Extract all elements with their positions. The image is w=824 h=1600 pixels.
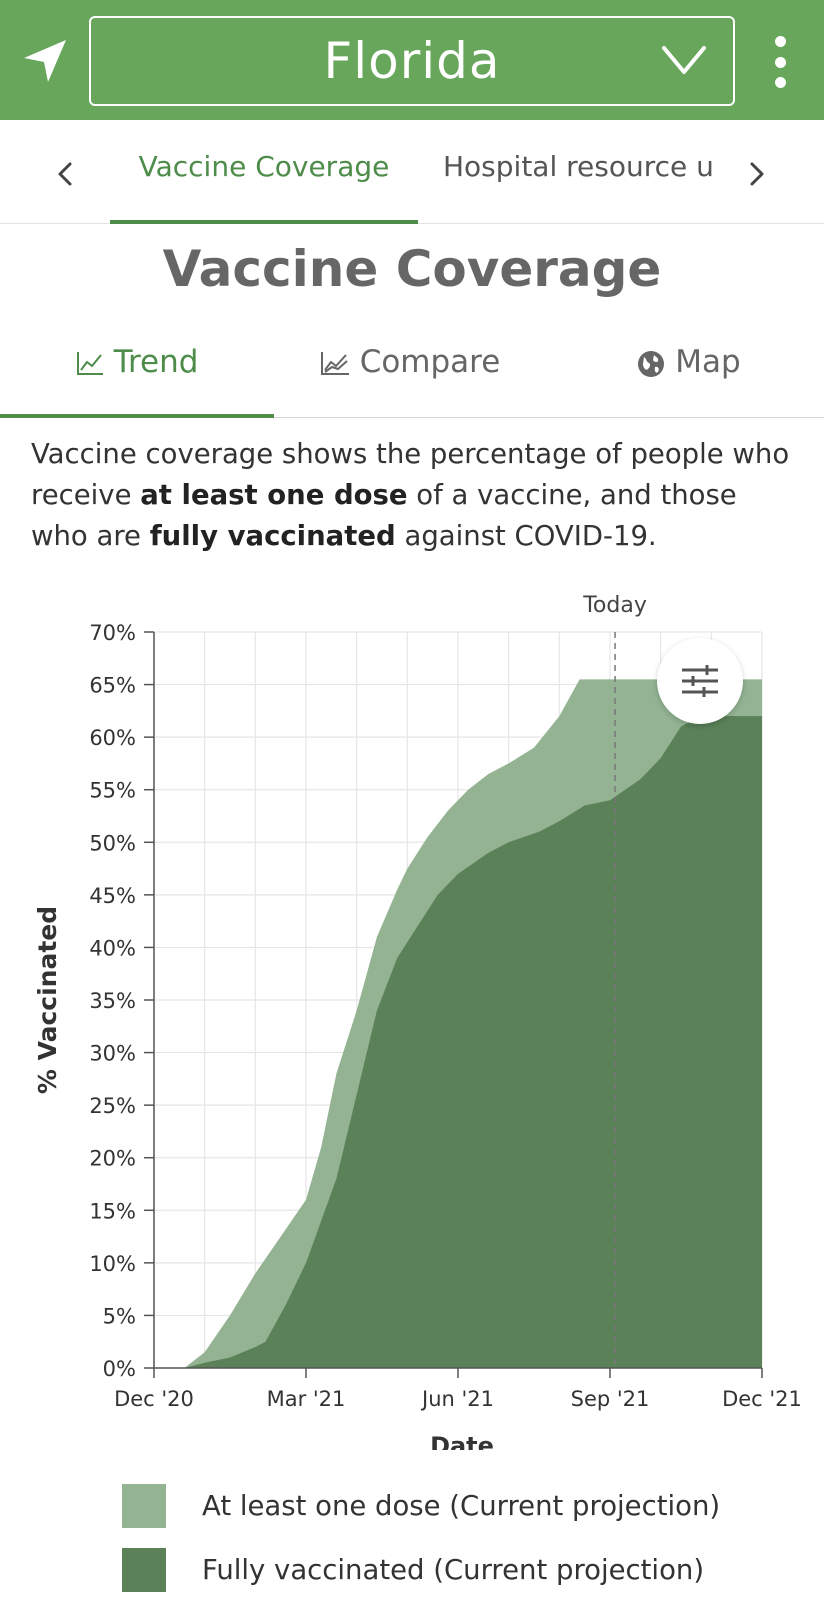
today-label: Today bbox=[582, 593, 647, 618]
state-name: Florida bbox=[323, 32, 501, 90]
globe-icon bbox=[638, 351, 665, 377]
chart-legend: At least one dose (Current projection) F… bbox=[122, 1476, 802, 1600]
y-tick-label: 35% bbox=[89, 989, 136, 1013]
legend-item-fully: Fully vaccinated (Current projection) bbox=[122, 1540, 802, 1600]
tab-map-label: Map bbox=[675, 344, 741, 380]
y-tick-label: 50% bbox=[89, 831, 136, 855]
state-dropdown[interactable]: Florida bbox=[89, 16, 735, 106]
compare-chart-icon bbox=[320, 352, 349, 375]
description-bold-2: fully vaccinated bbox=[149, 520, 396, 552]
legend-item-at-least-one: At least one dose (Current projection) bbox=[122, 1476, 802, 1536]
view-tab-bar: Trend Compare Map bbox=[0, 330, 824, 418]
x-tick-label: Jun '21 bbox=[420, 1387, 494, 1411]
y-tick-label: 10% bbox=[89, 1252, 136, 1276]
app-header: Florida bbox=[0, 0, 824, 120]
y-tick-label: 60% bbox=[89, 726, 136, 750]
description-text-2: of a vaccine, and those who are bbox=[31, 479, 737, 552]
y-tick-label: 5% bbox=[103, 1304, 136, 1328]
tab-trend[interactable]: Trend bbox=[0, 344, 274, 418]
x-axis-title: Date bbox=[430, 1432, 494, 1450]
description-bold-1: at least one dose bbox=[140, 479, 408, 511]
location-button[interactable] bbox=[18, 34, 72, 88]
y-tick-label: 70% bbox=[89, 621, 136, 645]
x-tick-label: Dec '20 bbox=[114, 1387, 194, 1411]
y-tick-label: 65% bbox=[89, 674, 136, 698]
legend-label-at-least-one: At least one dose (Current projection) bbox=[202, 1490, 721, 1522]
y-tick-label: 25% bbox=[89, 1094, 136, 1118]
y-tick-label: 15% bbox=[89, 1199, 136, 1223]
chevron-left-icon[interactable] bbox=[48, 156, 84, 192]
description-text-3: against COVID-19. bbox=[395, 520, 657, 552]
tab-vaccine-coverage[interactable]: Vaccine Coverage bbox=[110, 150, 418, 224]
tab-compare[interactable]: Compare bbox=[300, 344, 520, 418]
legend-label-fully: Fully vaccinated (Current projection) bbox=[202, 1554, 705, 1586]
section-tab-bar: Vaccine Coverage Hospital resource u bbox=[0, 120, 824, 224]
sliders-icon bbox=[682, 665, 718, 697]
tab-compare-label: Compare bbox=[359, 344, 501, 380]
vaccination-area-chart: Today 0% 5% 10% 15% 20% 25% 30% 35% 40% 45% 50% 55% 6… bbox=[33, 593, 802, 1450]
x-tick-label: Sep '21 bbox=[571, 1387, 650, 1411]
legend-swatch-fully bbox=[122, 1548, 166, 1592]
kebab-menu-icon[interactable] bbox=[760, 32, 800, 92]
y-tick-label: 45% bbox=[89, 884, 136, 908]
x-tick-label: Dec '21 bbox=[722, 1387, 802, 1411]
x-tick-label: Mar '21 bbox=[267, 1387, 346, 1411]
y-tick-label: 30% bbox=[89, 1042, 136, 1066]
y-tick-label: 0% bbox=[103, 1357, 136, 1381]
tab-trend-label: Trend bbox=[113, 344, 199, 380]
navigation-arrow-icon bbox=[24, 40, 66, 82]
tab-hospital-resource[interactable]: Hospital resource u bbox=[443, 150, 713, 183]
y-axis-title: % Vaccinated bbox=[33, 906, 62, 1094]
line-chart-icon bbox=[76, 352, 103, 375]
description: Vaccine coverage shows the percentage of… bbox=[31, 434, 801, 557]
chart-settings-button[interactable] bbox=[657, 638, 743, 724]
y-tick-label: 20% bbox=[89, 1147, 136, 1171]
y-tick-label: 55% bbox=[89, 779, 136, 803]
y-tick-label: 40% bbox=[89, 936, 136, 960]
description-text-1: Vaccine coverage shows the percentage of… bbox=[31, 438, 790, 511]
area-fully-vaccinated bbox=[154, 716, 762, 1368]
tab-map[interactable]: Map bbox=[614, 344, 764, 418]
legend-swatch-at-least-one bbox=[122, 1484, 166, 1528]
page-title: Vaccine Coverage bbox=[162, 240, 662, 298]
chevron-right-icon[interactable] bbox=[738, 156, 774, 192]
chevron-down-icon bbox=[662, 46, 706, 74]
